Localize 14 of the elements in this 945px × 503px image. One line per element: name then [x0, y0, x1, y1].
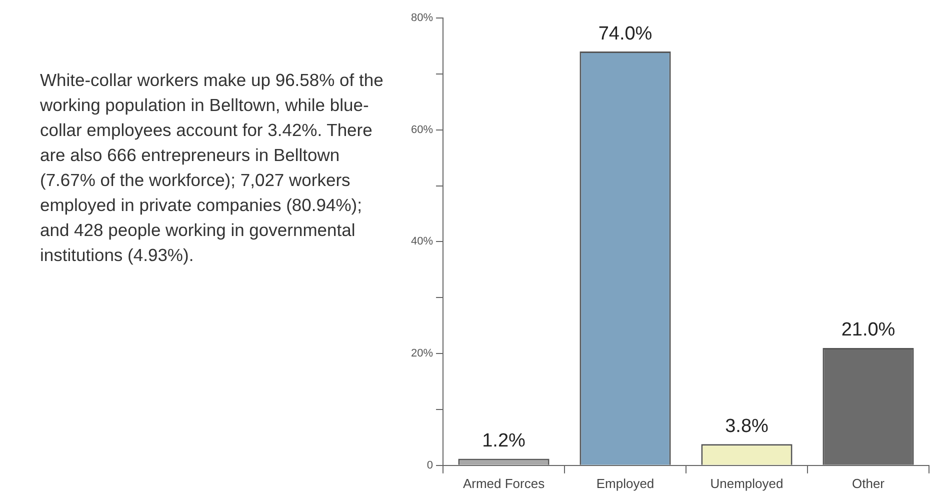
data-label: 74.0%: [598, 23, 652, 44]
data-label: 3.8%: [725, 416, 769, 437]
y-tick-label: 40%: [410, 236, 434, 248]
y-tick-label: 80%: [410, 12, 434, 24]
text: White-collar workers make up 96.58% of the working population in Belltown, while blue-collar employees account for 3.42%. There are also 666 entrepreneurs in Belltown (7.67% of the workforce); 7,027 workers employed in private companies (80.94%); and 428 people working in governmental institutions (4.93%).: [40, 69, 384, 267]
data-label: 21.0%: [841, 320, 896, 341]
x-tick-label: Armed Forces: [462, 476, 546, 491]
data-label: 1.2%: [482, 430, 526, 452]
y-tick-label: 0: [426, 459, 434, 472]
x-tick-label: Other: [852, 476, 886, 491]
y-tick-label: 60%: [410, 124, 434, 136]
x-tick-label: Unemployed: [710, 476, 784, 491]
y-tick-label: 20%: [410, 348, 434, 360]
x-tick-label: Employed: [596, 476, 654, 491]
